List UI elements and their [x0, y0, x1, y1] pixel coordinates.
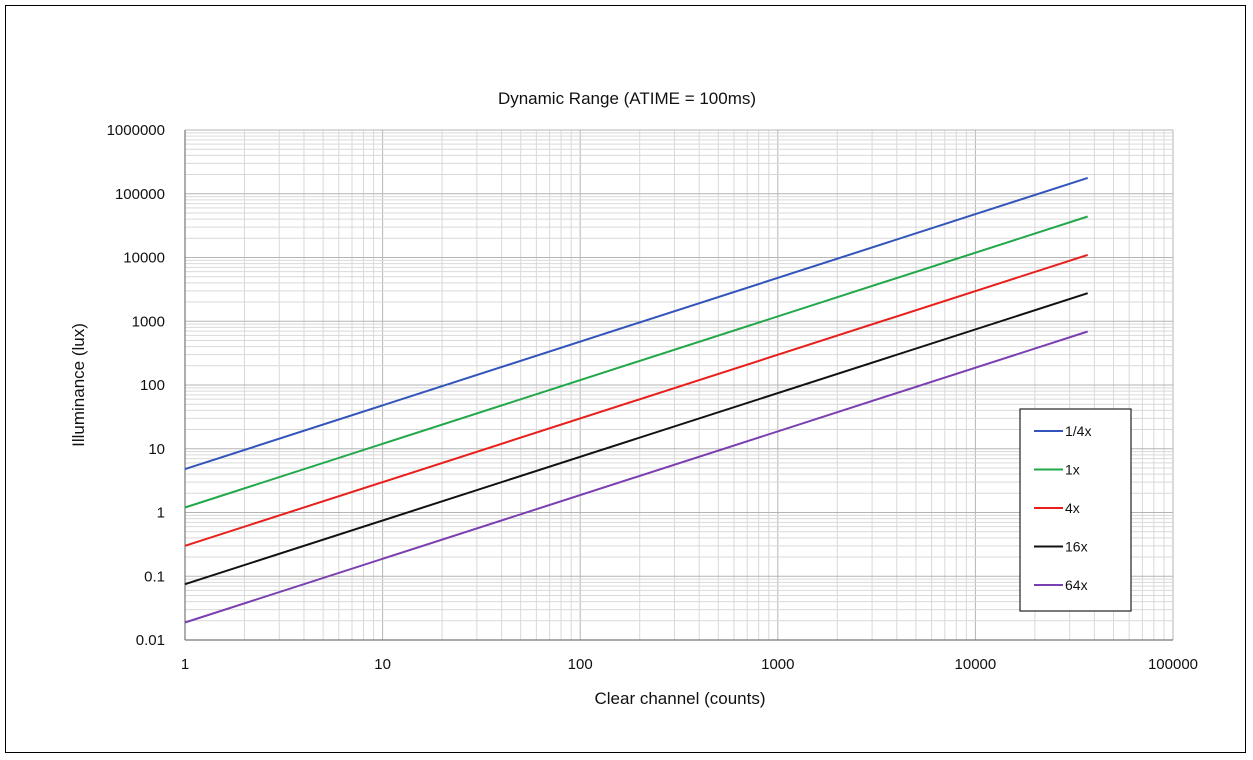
legend-box — [1019, 408, 1132, 612]
legend: 1/4x 1x 4x 16x 64x — [1019, 408, 1132, 612]
y-tick-label: 0.1 — [144, 568, 165, 585]
x-tick-labels: 1 10 100 1000 10000 100000 — [181, 656, 1198, 673]
legend-label: 64x — [1065, 577, 1088, 593]
y-tick-label: 100000 — [115, 186, 165, 203]
legend-label: 4x — [1065, 500, 1080, 516]
y-tick-label: 100 — [140, 377, 165, 394]
x-tick-label: 1000 — [761, 656, 794, 673]
x-tick-label: 100000 — [1148, 656, 1198, 673]
axes — [184, 130, 1173, 641]
series-lines — [184, 176, 1089, 624]
chart-title: Dynamic Range (ATIME = 100ms) — [498, 89, 756, 108]
grid — [184, 129, 1174, 641]
x-tick-label: 100 — [568, 656, 593, 673]
y-tick-label: 10000 — [123, 250, 165, 267]
x-tick-label: 10000 — [955, 656, 997, 673]
series-line-4 — [184, 292, 1089, 586]
x-tick-label: 10 — [374, 656, 391, 673]
y-tick-label: 1000 — [132, 313, 165, 330]
series-line-5 — [184, 330, 1089, 624]
legend-label: 1x — [1065, 462, 1080, 478]
y-tick-label: 1 — [157, 505, 165, 522]
y-axis-label: Illuminance (lux) — [69, 323, 88, 447]
x-tick-label: 1 — [181, 656, 189, 673]
legend-label: 1/4x — [1065, 423, 1091, 439]
legend-label: 16x — [1065, 539, 1088, 555]
series-line-1 — [184, 176, 1089, 471]
y-tick-label: 0.01 — [136, 632, 165, 649]
y-tick-labels: 0.01 0.1 1 10 100 1000 10000 100000 1000000 — [107, 122, 165, 649]
x-axis-label: Clear channel (counts) — [594, 689, 765, 708]
series-line-2 — [184, 215, 1089, 509]
series-line-3 — [184, 253, 1089, 547]
y-tick-label: 1000000 — [107, 122, 165, 139]
y-tick-label: 10 — [148, 441, 165, 458]
